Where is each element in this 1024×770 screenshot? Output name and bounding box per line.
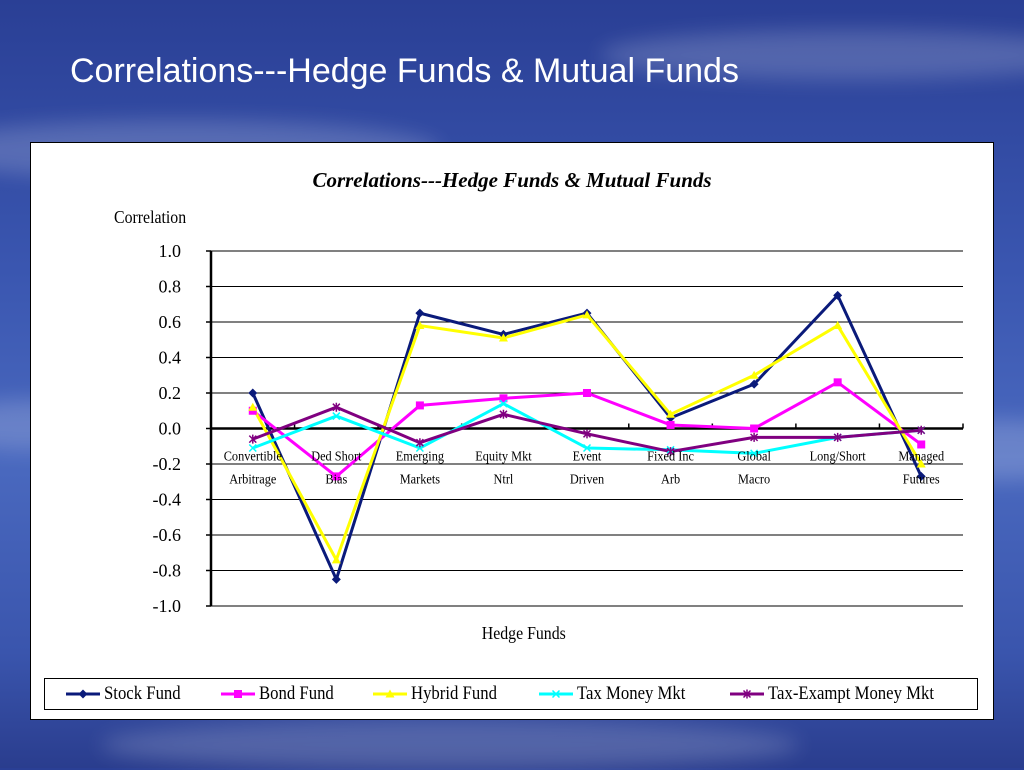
x-tick-label: Managed bbox=[898, 448, 944, 464]
x-tick-label: Arbitrage bbox=[229, 471, 276, 487]
x-axis-label: Hedge Funds bbox=[481, 623, 566, 643]
data-point bbox=[331, 574, 341, 584]
legend-label: Bond Fund bbox=[258, 683, 334, 704]
data-point bbox=[332, 472, 341, 481]
data-point bbox=[248, 434, 257, 444]
data-point bbox=[666, 420, 675, 429]
y-tick-label: -0.6 bbox=[153, 525, 182, 545]
legend-label: Hybrid Fund bbox=[411, 683, 498, 704]
data-point bbox=[248, 388, 258, 398]
legend-swatch bbox=[373, 689, 408, 698]
legend-item: Hybrid Fund bbox=[373, 683, 509, 705]
legend-swatch-marker bbox=[78, 689, 88, 699]
y-tick-label: -0.8 bbox=[153, 561, 182, 581]
data-point bbox=[499, 409, 508, 419]
legend-label: Tax-Exampt Money Mkt bbox=[767, 683, 934, 704]
data-point bbox=[666, 447, 675, 457]
data-point bbox=[499, 394, 508, 403]
x-tick-label: Global bbox=[737, 448, 771, 464]
chart-title: Correlations---Hedge Funds & Mutual Fund… bbox=[312, 168, 712, 192]
x-tick-label: Convertible bbox=[224, 448, 282, 464]
data-point bbox=[916, 471, 926, 481]
data-point bbox=[415, 438, 424, 448]
data-point bbox=[583, 389, 591, 397]
legend-item: Tax-Exampt Money Mkt bbox=[729, 683, 957, 705]
legend-swatch bbox=[538, 689, 573, 699]
data-point bbox=[582, 310, 592, 319]
legend-item: Bond Fund bbox=[220, 683, 344, 705]
legend-swatch bbox=[729, 689, 764, 699]
x-tick-label: Bias bbox=[325, 471, 347, 487]
data-point bbox=[582, 443, 592, 453]
data-point bbox=[749, 370, 759, 379]
legend-label: Stock Fund bbox=[103, 683, 181, 704]
x-tick-label: Emerging bbox=[396, 448, 445, 464]
y-tick-label: -0.4 bbox=[153, 490, 182, 510]
data-point bbox=[750, 432, 759, 442]
data-point bbox=[582, 429, 592, 439]
legend-swatch-marker bbox=[742, 689, 751, 699]
y-tick-label: 0.4 bbox=[159, 348, 182, 368]
x-tick-label: Long/Short bbox=[810, 448, 866, 464]
x-tick-label: Driven bbox=[570, 471, 605, 487]
slide-title: Correlations---Hedge Funds & Mutual Fund… bbox=[70, 52, 739, 90]
x-tick-label: Macro bbox=[738, 471, 771, 487]
data-point bbox=[917, 425, 926, 435]
data-point bbox=[415, 401, 424, 410]
data-point bbox=[916, 459, 926, 468]
data-point bbox=[498, 333, 508, 342]
data-point bbox=[331, 555, 341, 564]
legend-swatch bbox=[65, 689, 100, 699]
y-tick-label: -0.2 bbox=[153, 454, 182, 474]
data-point bbox=[749, 379, 759, 389]
legend-swatch-marker bbox=[233, 690, 242, 698]
x-tick-label: Fixed Inc bbox=[647, 448, 694, 464]
data-point bbox=[917, 440, 926, 449]
y-tick-label: -1.0 bbox=[153, 596, 182, 616]
x-tick-label: Ntrl bbox=[494, 471, 514, 487]
data-point bbox=[248, 402, 258, 411]
data-point bbox=[499, 399, 508, 408]
legend-swatch bbox=[220, 690, 255, 698]
data-point bbox=[833, 290, 843, 300]
data-point bbox=[332, 412, 341, 421]
data-point bbox=[833, 321, 843, 330]
y-tick-label: 1.0 bbox=[159, 241, 182, 261]
legend-swatch-marker bbox=[385, 689, 395, 698]
y-axis-label: Correlation bbox=[114, 207, 187, 227]
legend-item: Tax Money Mkt bbox=[538, 683, 700, 705]
y-tick-label: 0.0 bbox=[159, 419, 182, 439]
x-tick-label: Ded Short bbox=[311, 448, 362, 464]
legend-label: Tax Money Mkt bbox=[576, 683, 686, 704]
y-tick-label: 0.8 bbox=[159, 277, 182, 297]
legend-swatch-marker bbox=[551, 689, 560, 699]
y-tick-label: 0.2 bbox=[159, 383, 182, 403]
x-tick-label: Arb bbox=[661, 471, 681, 487]
legend-item: Stock Fund bbox=[65, 683, 191, 705]
data-point bbox=[666, 409, 676, 418]
data-point bbox=[833, 432, 842, 442]
data-point bbox=[415, 308, 425, 318]
y-tick-label: 0.6 bbox=[159, 312, 182, 332]
x-tick-label: Futures bbox=[903, 471, 940, 487]
data-point bbox=[750, 424, 759, 433]
data-point bbox=[248, 443, 257, 453]
data-point bbox=[415, 321, 425, 330]
data-point bbox=[750, 449, 759, 458]
x-tick-label: Event bbox=[573, 448, 602, 464]
chart-plot: 1.0 0.8 0.6 0.4 0.2 0.0 -0.2 -0.4 -0.6 -0.8 -1.0 Co… bbox=[153, 241, 964, 616]
data-point bbox=[332, 402, 341, 412]
chart-legend: Stock Fund Bond Fund Hybrid Fund Tax Money … bbox=[44, 678, 978, 710]
data-point bbox=[248, 406, 257, 415]
x-tick-label: Equity Mkt bbox=[475, 448, 532, 464]
data-point bbox=[833, 378, 842, 387]
x-tick-label: Markets bbox=[400, 471, 440, 487]
chart-container: 1.0 0.8 0.6 0.4 0.2 0.0 -0.2 -0.4 -0.6 -0.8 -1.0 Co… bbox=[30, 142, 994, 720]
